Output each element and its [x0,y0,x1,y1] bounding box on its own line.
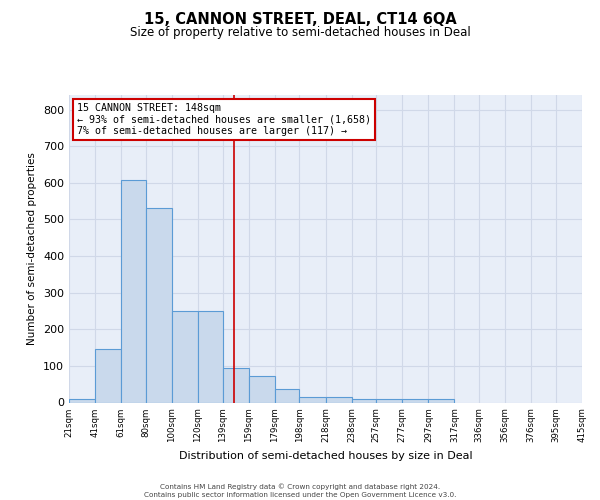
Bar [95,350,121,403]
Bar [223,368,248,402]
Bar [121,180,146,402]
Text: Contains HM Land Registry data © Crown copyright and database right 2024.
Contai: Contains HM Land Registry data © Crown c… [144,483,456,498]
Bar [325,397,352,402]
X-axis label: Distribution of semi-detached houses by size in Deal: Distribution of semi-detached houses by … [179,450,472,460]
Bar [428,399,454,402]
Text: 15 CANNON STREET: 148sqm
← 93% of semi-detached houses are smaller (1,658)
7% of: 15 CANNON STREET: 148sqm ← 93% of semi-d… [77,102,371,136]
Text: 15, CANNON STREET, DEAL, CT14 6QA: 15, CANNON STREET, DEAL, CT14 6QA [143,12,457,28]
Bar [275,389,299,402]
Bar [352,399,376,402]
Bar [198,311,223,402]
Text: Size of property relative to semi-detached houses in Deal: Size of property relative to semi-detach… [130,26,470,39]
Bar [146,208,172,402]
Bar [376,399,403,402]
Bar [172,311,198,402]
Bar [403,399,428,402]
Y-axis label: Number of semi-detached properties: Number of semi-detached properties [28,152,37,345]
Bar [299,397,325,402]
Bar [69,399,95,402]
Bar [248,376,275,402]
